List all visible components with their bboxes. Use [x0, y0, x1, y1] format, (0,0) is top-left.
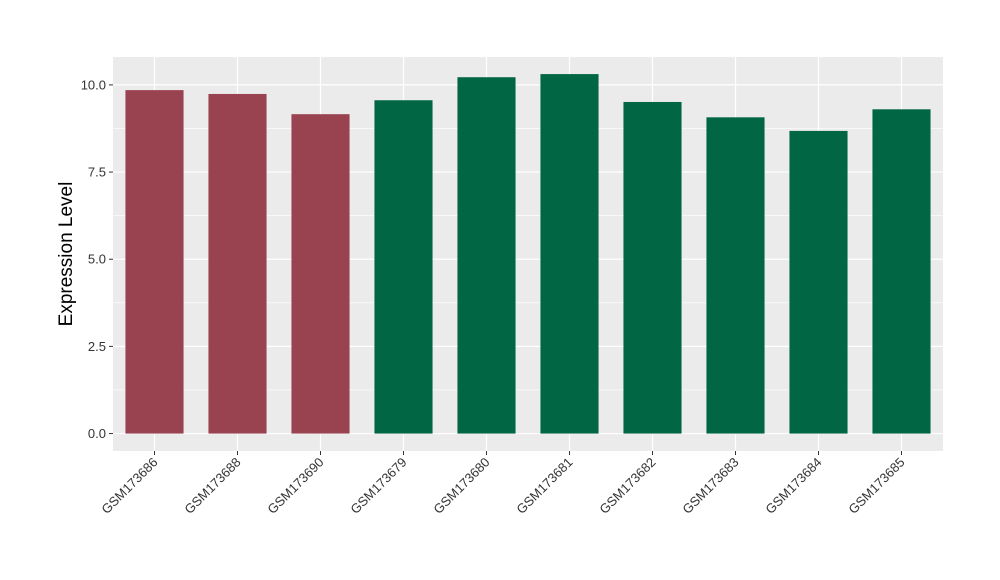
bar-GSM173690: [291, 114, 350, 434]
x-tick-label: GSM173688: [181, 455, 243, 517]
x-tick-label: GSM173680: [430, 455, 492, 517]
x-tick-label: GSM173683: [679, 455, 741, 517]
bar-GSM173684: [789, 130, 848, 434]
x-tick-label: GSM173686: [98, 455, 160, 517]
bars: [125, 74, 931, 434]
x-axis: GSM173686 GSM173688 GSM173690 GSM173679 GSM1…: [98, 451, 908, 517]
y-axis-title: Expression Level: [56, 182, 77, 327]
x-tick-label: GSM173684: [762, 455, 824, 517]
y-tick-label: 5.0: [88, 252, 106, 267]
x-tick-label: GSM173679: [347, 455, 409, 517]
x-tick-label: GSM173682: [596, 455, 658, 517]
bar-GSM173688: [208, 93, 267, 434]
x-tick-label: GSM173685: [845, 455, 907, 517]
y-tick-label: 2.5: [88, 339, 106, 354]
bar-GSM173682: [623, 101, 682, 434]
y-tick-label: 10.0: [81, 77, 106, 92]
bar-GSM173683: [706, 117, 765, 434]
y-tick-label: 7.5: [88, 165, 106, 180]
y-axis: 0.0 2.5 5.0 7.5 10.0: [81, 77, 113, 441]
bar-GSM173680: [457, 77, 516, 434]
x-tick-label: GSM173690: [264, 455, 326, 517]
x-tick-label: GSM173681: [513, 455, 575, 517]
bar-GSM173679: [374, 100, 433, 434]
bar-GSM173681: [540, 74, 599, 434]
bar-GSM173686: [125, 90, 184, 434]
bar-GSM173685: [872, 109, 931, 434]
y-tick-label: 0.0: [88, 426, 106, 441]
